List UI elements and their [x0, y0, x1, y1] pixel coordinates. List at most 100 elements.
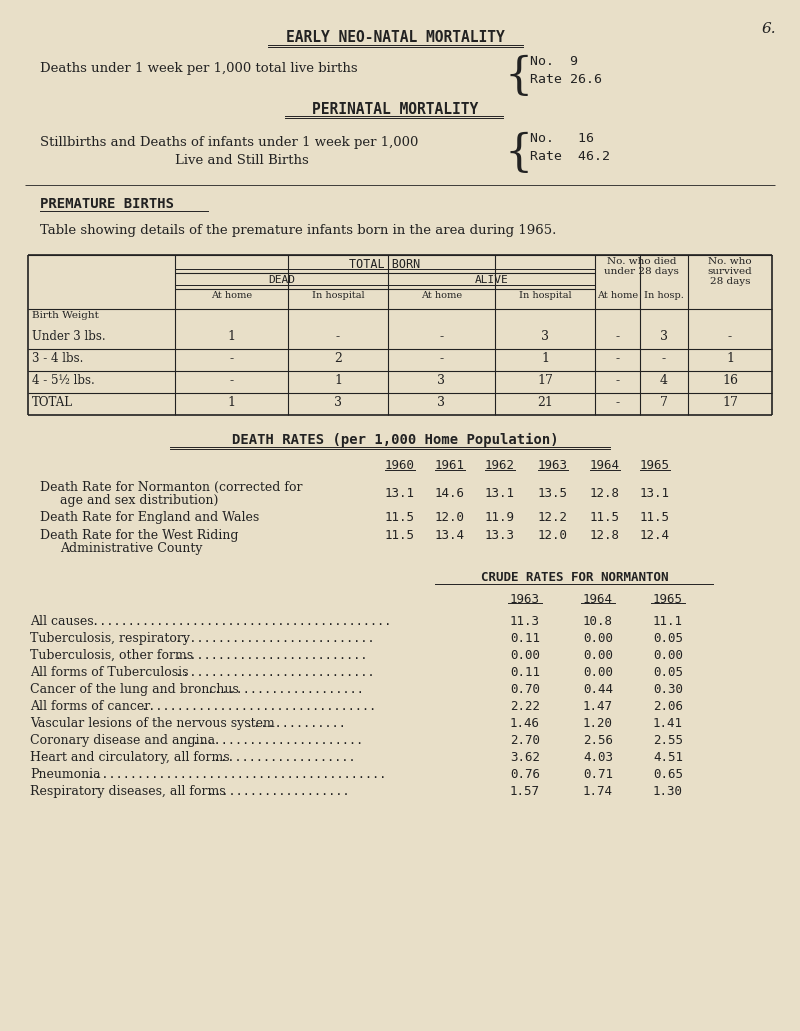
- Text: 13.1: 13.1: [385, 487, 415, 500]
- Text: At home: At home: [421, 291, 462, 300]
- Text: .........................: .........................: [178, 734, 371, 747]
- Text: 11.5: 11.5: [640, 511, 670, 524]
- Text: 10.8: 10.8: [583, 616, 613, 628]
- Text: 3: 3: [660, 330, 668, 343]
- Text: ............................: ............................: [167, 632, 382, 645]
- Text: TOTAL: TOTAL: [32, 396, 73, 409]
- Text: 2.56: 2.56: [583, 734, 613, 747]
- Text: 3: 3: [438, 396, 446, 409]
- Text: 4.51: 4.51: [653, 751, 683, 764]
- Text: 11.5: 11.5: [385, 511, 415, 524]
- Text: At home: At home: [211, 291, 252, 300]
- Text: 21: 21: [537, 396, 553, 409]
- Text: ....................: ....................: [201, 785, 358, 798]
- Text: 13.3: 13.3: [485, 529, 515, 542]
- Text: 11.3: 11.3: [510, 616, 540, 628]
- Text: 3.62: 3.62: [510, 751, 540, 764]
- Text: 4 - 5½ lbs.: 4 - 5½ lbs.: [32, 374, 94, 387]
- Text: 6.: 6.: [762, 22, 777, 36]
- Text: 12.8: 12.8: [590, 487, 620, 500]
- Text: 12.0: 12.0: [435, 511, 465, 524]
- Text: 0.71: 0.71: [583, 768, 613, 781]
- Text: 12.2: 12.2: [538, 511, 568, 524]
- Text: 0.65: 0.65: [653, 768, 683, 781]
- Text: -: -: [230, 352, 234, 365]
- Text: 4.03: 4.03: [583, 751, 613, 764]
- Text: 0.00: 0.00: [583, 632, 613, 645]
- Text: .................................: .................................: [134, 700, 384, 713]
- Text: PREMATURE BIRTHS: PREMATURE BIRTHS: [40, 197, 174, 211]
- Text: 0.70: 0.70: [510, 683, 540, 696]
- Text: 1963: 1963: [510, 593, 540, 606]
- Text: All forms of Tuberculosis: All forms of Tuberculosis: [30, 666, 189, 679]
- Text: 0.00: 0.00: [583, 648, 613, 662]
- Text: -: -: [439, 330, 443, 343]
- Text: 1.20: 1.20: [583, 717, 613, 730]
- Text: DEAD: DEAD: [268, 275, 295, 285]
- Text: At home: At home: [597, 291, 638, 300]
- Text: 1964: 1964: [583, 593, 613, 606]
- Text: ..........................................: ........................................…: [79, 768, 393, 781]
- Text: 0.05: 0.05: [653, 632, 683, 645]
- Text: 13.4: 13.4: [435, 529, 465, 542]
- Text: 0.00: 0.00: [583, 666, 613, 679]
- Text: 1.30: 1.30: [653, 785, 683, 798]
- Text: -: -: [336, 330, 340, 343]
- Text: ....................: ....................: [206, 751, 362, 764]
- Text: 1: 1: [541, 352, 549, 365]
- Text: 11.9: 11.9: [485, 511, 515, 524]
- Text: 0.11: 0.11: [510, 666, 540, 679]
- Text: DEATH RATES (per 1,000 Home Population): DEATH RATES (per 1,000 Home Population): [232, 433, 558, 447]
- Text: 11.5: 11.5: [590, 511, 620, 524]
- Text: 3: 3: [541, 330, 549, 343]
- Text: PERINATAL MORTALITY: PERINATAL MORTALITY: [312, 102, 478, 117]
- Text: 12.4: 12.4: [640, 529, 670, 542]
- Text: Vascular lesions of the nervous system: Vascular lesions of the nervous system: [30, 717, 274, 730]
- Text: No.   16: No. 16: [530, 132, 594, 145]
- Text: ..............: ..............: [239, 717, 353, 730]
- Text: 14.6: 14.6: [435, 487, 465, 500]
- Text: {: {: [505, 132, 534, 175]
- Text: 1: 1: [726, 352, 734, 365]
- Text: -: -: [439, 352, 443, 365]
- Text: Rate 26.6: Rate 26.6: [530, 73, 602, 86]
- Text: Tuberculosis, other forms: Tuberculosis, other forms: [30, 648, 193, 662]
- Text: -: -: [615, 330, 619, 343]
- Text: ...........................: ...........................: [167, 648, 374, 662]
- Text: 0.05: 0.05: [653, 666, 683, 679]
- Text: 1: 1: [334, 374, 342, 387]
- Text: Tuberculosis, respiratory: Tuberculosis, respiratory: [30, 632, 190, 645]
- Text: Pneumonia: Pneumonia: [30, 768, 101, 781]
- Text: 3 - 4 lbs.: 3 - 4 lbs.: [32, 352, 83, 365]
- Text: -: -: [615, 374, 619, 387]
- Text: 28 days: 28 days: [710, 277, 750, 286]
- Text: ..........................................: ........................................…: [85, 616, 398, 628]
- Text: No. who: No. who: [708, 257, 752, 266]
- Text: 13.1: 13.1: [640, 487, 670, 500]
- Text: 1965: 1965: [653, 593, 683, 606]
- Text: 1960: 1960: [385, 459, 415, 472]
- Text: Table showing details of the premature infants born in the area during 1965.: Table showing details of the premature i…: [40, 224, 556, 237]
- Text: 1963: 1963: [538, 459, 568, 472]
- Text: All forms of cancer: All forms of cancer: [30, 700, 150, 713]
- Text: 16: 16: [722, 374, 738, 387]
- Text: Respiratory diseases, all forms: Respiratory diseases, all forms: [30, 785, 226, 798]
- Text: 1.57: 1.57: [510, 785, 540, 798]
- Text: Cancer of the lung and bronchus: Cancer of the lung and bronchus: [30, 683, 238, 696]
- Text: 1962: 1962: [485, 459, 515, 472]
- Text: Deaths under 1 week per 1,000 total live births: Deaths under 1 week per 1,000 total live…: [40, 62, 358, 75]
- Text: 13.1: 13.1: [485, 487, 515, 500]
- Text: survived: survived: [708, 267, 752, 276]
- Text: Coronary disease and angina: Coronary disease and angina: [30, 734, 215, 747]
- Text: Rate  46.2: Rate 46.2: [530, 149, 610, 163]
- Text: No. who died: No. who died: [606, 257, 676, 266]
- Text: {: {: [505, 55, 534, 98]
- Text: Live and Still Births: Live and Still Births: [175, 154, 309, 167]
- Text: 1.47: 1.47: [583, 700, 613, 713]
- Text: Under 3 lbs.: Under 3 lbs.: [32, 330, 106, 343]
- Text: 17: 17: [537, 374, 553, 387]
- Text: CRUDE RATES FOR NORMANTON: CRUDE RATES FOR NORMANTON: [482, 571, 669, 584]
- Text: ............................: ............................: [167, 666, 382, 679]
- Text: 0.00: 0.00: [653, 648, 683, 662]
- Text: 13.5: 13.5: [538, 487, 568, 500]
